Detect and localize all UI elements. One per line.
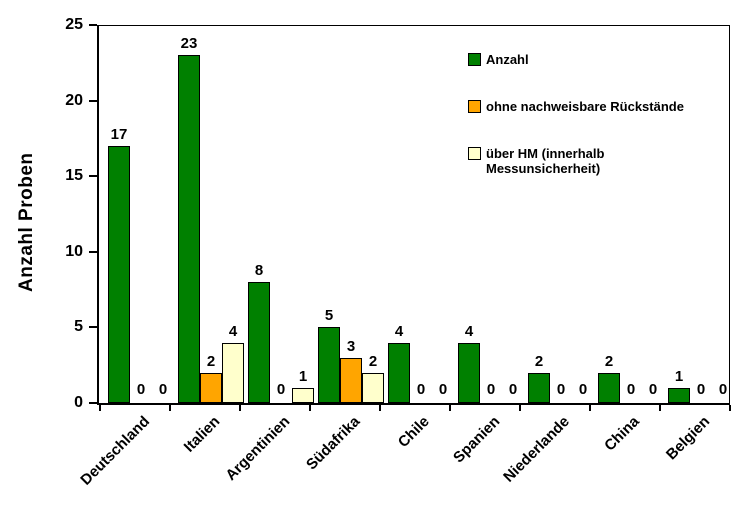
bar-series0-0 [108,146,130,403]
value-label: 2 [206,353,216,370]
zero-value-label: 0 [508,381,518,398]
y-axis-line [97,25,99,405]
y-tick-label: 25 [65,16,83,33]
x-tick [239,405,241,411]
zero-value-label: 0 [718,381,728,398]
y-axis-title: Anzahl Proben [16,152,37,292]
zero-value-label: 0 [136,381,146,398]
legend-item-ueber-hm: über HM (innerhalb Messunsicherheit) [468,146,684,176]
zero-value-label: 0 [158,381,168,398]
legend-swatch-anzahl-icon [468,53,481,66]
y-tick [89,175,97,178]
zero-value-label: 0 [416,381,426,398]
y-tick-label: 5 [74,318,83,336]
x-axis-label-2: Argentinien [222,413,294,484]
x-axis-label-5: Spanien [449,413,504,467]
zero-value-label: 0 [276,381,286,398]
zero-value-label: 0 [626,381,636,398]
x-axis-label-1: Italien [180,413,224,456]
legend: Anzahl ohne nachweisbare Rückstände über… [468,52,684,176]
legend-label-ohne-rueckstaende: ohne nachweisbare Rückstände [486,99,684,114]
value-label: 2 [534,353,544,370]
value-label: 17 [110,126,128,143]
value-label: 23 [180,35,198,52]
x-tick [449,405,451,411]
plot-top-border [99,25,730,26]
legend-swatch-ohne-rueckstaende-icon [468,100,481,113]
bar-series0-5 [458,343,480,403]
value-label: 4 [228,323,238,340]
x-axis-label-3: Südafrika [302,413,364,474]
bar-series0-3 [318,327,340,403]
value-label: 4 [394,323,404,340]
zero-value-label: 0 [648,381,658,398]
value-label: 1 [298,368,308,385]
legend-item-anzahl: Anzahl [468,52,684,67]
x-tick [169,405,171,411]
legend-label-ueber-hm: über HM (innerhalb Messunsicherheit) [486,146,605,176]
bar-series1-1 [200,373,222,403]
y-tick [89,402,97,404]
y-tick-label: 20 [65,91,83,109]
legend-item-ohne-rueckstaende: ohne nachweisbare Rückstände [468,99,684,114]
x-axis-label-8: Belgien [662,413,714,464]
value-label: 3 [346,338,356,355]
x-axis-label-7: China [601,413,644,455]
y-tick-label: 0 [74,394,83,411]
x-tick [309,405,311,411]
bar-series0-4 [388,343,410,403]
value-label: 2 [604,353,614,370]
value-label: 1 [674,368,684,385]
bar-series0-6 [528,373,550,403]
bar-series0-8 [668,388,690,403]
zero-value-label: 0 [438,381,448,398]
value-label: 5 [324,307,334,324]
y-tick-label: 10 [65,242,83,260]
bar-series0-7 [598,373,620,403]
x-axis-label-0: Deutschland [77,413,154,489]
x-tick [99,405,101,411]
y-tick [89,250,97,253]
y-tick [89,24,97,26]
value-label: 4 [464,323,474,340]
x-axis-label-6: Niederlande [500,413,574,486]
zero-value-label: 0 [486,381,496,398]
x-axis-line [97,403,730,405]
x-axis-label-4: Chile [395,413,434,451]
plot-right-border [729,25,730,403]
y-tick-label: 15 [65,167,83,185]
bar-series2-3 [362,373,384,403]
value-label: 8 [254,262,264,279]
bar-series0-1 [178,55,200,403]
x-tick [659,405,661,411]
bar-series1-3 [340,358,362,403]
y-tick [89,99,97,102]
x-tick [729,405,731,411]
bar-series2-1 [222,343,244,403]
zero-value-label: 0 [578,381,588,398]
value-label: 2 [368,353,378,370]
x-tick [589,405,591,411]
legend-swatch-ueber-hm-icon [468,147,481,160]
bar-series0-2 [248,282,270,403]
zero-value-label: 0 [696,381,706,398]
y-tick [89,326,97,329]
x-tick [379,405,381,411]
legend-label-anzahl: Anzahl [486,52,529,67]
x-tick [519,405,521,411]
bar-series2-2 [292,388,314,403]
zero-value-label: 0 [556,381,566,398]
